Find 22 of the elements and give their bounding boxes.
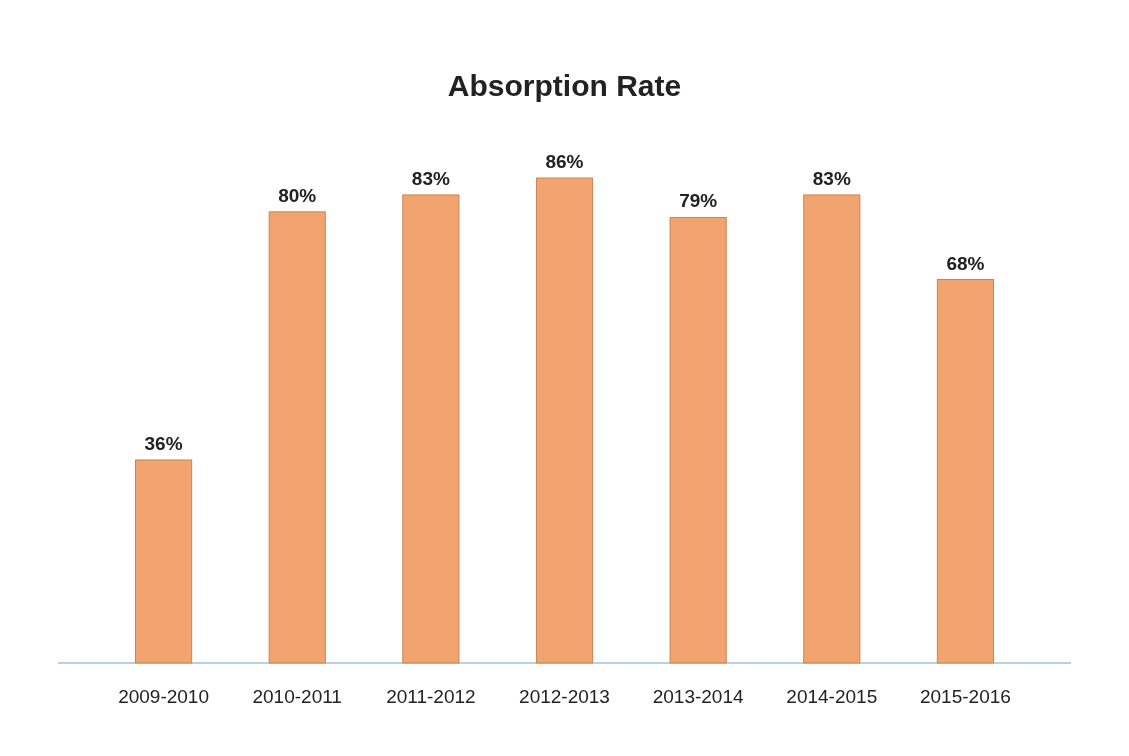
data-label: 86% [545,151,584,172]
data-label: 83% [812,167,851,189]
data-label: 68% [946,252,985,274]
data-label: 83% [411,167,450,189]
x-tick-label: 2012-2013 [519,686,610,707]
chart-title: Absorption Rate [447,69,682,102]
x-tick-label: 2011-2012 [386,686,476,707]
x-tick-label: 2010-2011 [252,686,342,707]
data-label: 80% [278,184,317,206]
x-tick-label: 2014-2015 [786,686,878,707]
data-label: 36% [144,432,183,454]
bar [669,216,727,664]
x-tick-label: 2013-2014 [652,686,744,707]
bar [535,177,594,664]
bar [135,459,193,664]
x-tick-label: 2015-2016 [919,686,1011,707]
bar [936,279,994,664]
bar [402,194,460,664]
bar [268,211,326,664]
x-tick-label: 2009-2010 [118,686,210,707]
data-label: 79% [679,190,718,212]
bar [803,194,861,664]
